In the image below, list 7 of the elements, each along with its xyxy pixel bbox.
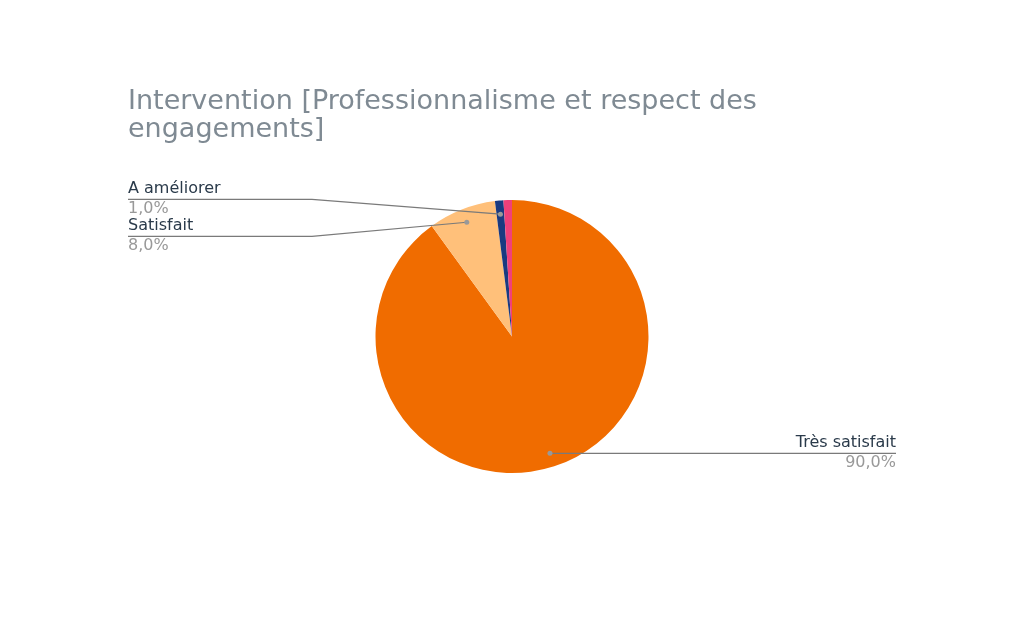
chart-title: Intervention [Professionnalisme et respect des engagements] [128, 84, 758, 143]
slice-label: Très satisfait [794, 432, 896, 452]
slice-label: A améliorer [128, 178, 222, 198]
slice-label: Satisfait [128, 215, 194, 235]
data-label: 90,0% [845, 452, 896, 472]
data-label: 1,0% [128, 198, 169, 218]
data-label: 8,0% [128, 235, 169, 255]
